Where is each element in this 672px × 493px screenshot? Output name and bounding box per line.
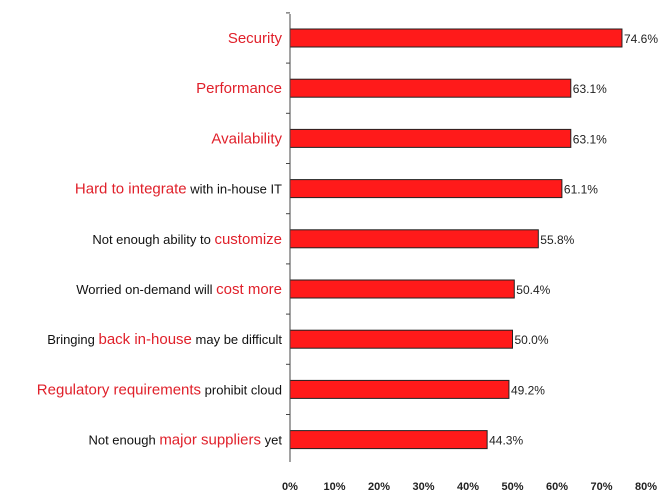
category-label-part: Worried on-demand will (76, 282, 216, 297)
value-label-availability: 63.1% (573, 132, 607, 146)
value-label-performance: 63.1% (573, 82, 607, 96)
category-label-regulatory-requirements-prohibit-cloud: Regulatory requirements prohibit cloud (37, 381, 282, 398)
category-label-part: with in-house IT (187, 182, 282, 197)
value-label-worried-on-demand-will-cost-more: 50.4% (516, 283, 550, 297)
category-label-part: yet (261, 433, 282, 448)
bar-regulatory-requirements-prohibit-cloud (290, 380, 509, 398)
bar-not-enough-major-suppliers-yet (290, 431, 487, 449)
category-label-part: Security (228, 30, 283, 47)
value-label-not-enough-major-suppliers-yet: 44.3% (489, 434, 523, 448)
axes-group (286, 13, 290, 462)
bar-bringing-back-in-house-may-be-difficult (290, 330, 513, 348)
category-label-worried-on-demand-will-cost-more: Worried on-demand will cost more (76, 281, 282, 298)
category-label-part: customize (214, 231, 282, 248)
value-label-bringing-back-in-house-may-be-difficult: 50.0% (515, 333, 549, 347)
category-label-part: cost more (216, 281, 282, 298)
x-tick-label: 80% (635, 481, 657, 493)
x-tick-labels: 0% 10% 20% 30% 40% 50% 60% 70% 80% (282, 481, 657, 493)
category-label-not-enough-major-suppliers-yet: Not enough major suppliers yet (88, 432, 282, 449)
x-tick-label: 10% (323, 481, 345, 493)
category-label-part: Not enough (88, 433, 159, 448)
category-label-part: Availability (211, 130, 282, 147)
x-tick-label: 40% (457, 481, 479, 493)
x-tick-label: 50% (501, 481, 523, 493)
category-label-security: Security (228, 30, 283, 47)
bar-availability (290, 129, 571, 147)
bar-not-enough-ability-to-customize (290, 230, 538, 248)
category-label-availability: Availability (211, 130, 282, 147)
category-label-part: Hard to integrate (75, 181, 187, 198)
value-label-hard-to-integrate-with-in-house-it: 61.1% (564, 183, 598, 197)
category-label-part: Regulatory requirements (37, 381, 201, 398)
value-label-regulatory-requirements-prohibit-cloud: 49.2% (511, 383, 545, 397)
category-label-part: may be difficult (192, 332, 282, 347)
category-label-performance: Performance (196, 80, 282, 97)
category-label-part: prohibit cloud (201, 382, 282, 397)
x-tick-label: 0% (282, 481, 298, 493)
x-tick-label: 30% (412, 481, 434, 493)
category-label-part: Performance (196, 80, 282, 97)
category-label-bringing-back-in-house-may-be-difficult: Bringing back in-house may be difficult (47, 331, 282, 348)
category-label-part: back in-house (99, 331, 192, 348)
value-label-security: 74.6% (624, 32, 658, 46)
category-label-not-enough-ability-to-customize: Not enough ability to customize (92, 231, 282, 248)
category-label-part: major suppliers (159, 432, 261, 449)
category-label-part: Bringing (47, 332, 98, 347)
value-label-not-enough-ability-to-customize: 55.8% (540, 233, 574, 247)
bar-worried-on-demand-will-cost-more (290, 280, 514, 298)
x-tick-label: 20% (368, 481, 390, 493)
x-tick-label: 60% (546, 481, 568, 493)
bar-performance (290, 79, 571, 97)
category-labels: Security Performance Availability Hard to i… (37, 30, 283, 449)
x-tick-label: 70% (590, 481, 612, 493)
category-label-hard-to-integrate-with-in-house-it: Hard to integrate with in-house IT (75, 181, 282, 198)
bar-hard-to-integrate-with-in-house-it (290, 180, 562, 198)
category-label-part: Not enough ability to (92, 232, 214, 247)
bar-security (290, 29, 622, 47)
